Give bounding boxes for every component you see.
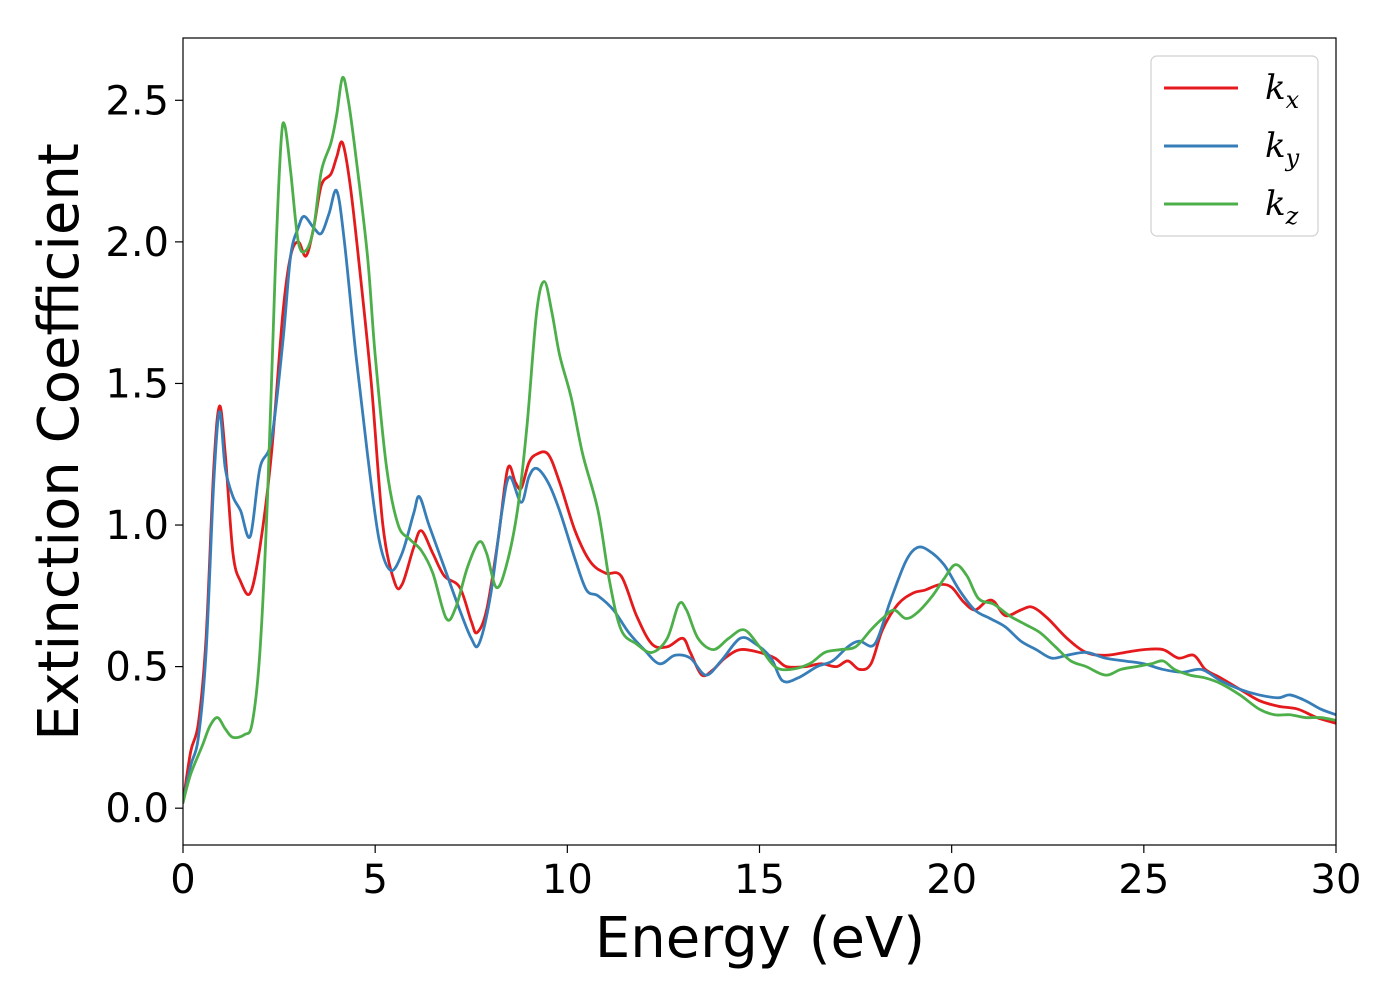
y-tick-label: 1.5 [105,361,169,407]
x-tick-label: 10 [542,857,593,903]
series-line-z [183,75,1336,804]
legend-label-base: k [1265,126,1286,166]
x-tick-label: 30 [1311,857,1362,903]
legend-label-z: kz [1265,184,1299,230]
y-axis-ticks: 0.0 0.5 1.0 1.5 2.0 2.5 [105,78,183,832]
y-tick-label: 2.5 [105,78,169,124]
legend-label-subscript: x [1286,86,1300,114]
legend-label-base: k [1265,184,1286,224]
legend-label-subscript: z [1285,202,1299,230]
x-tick-label: 25 [1118,857,1169,903]
x-axis-ticks: 0 5 10 15 20 25 30 [170,845,1361,903]
legend-label-x: kx [1265,68,1300,114]
y-tick-label: 0.5 [105,645,169,691]
x-tick-label: 5 [362,857,387,903]
x-tick-label: 15 [734,857,785,903]
y-tick-label: 2.0 [105,220,169,266]
x-tick-label: 20 [926,857,977,903]
plot-area [182,37,1337,846]
y-tick-label: 0.0 [105,786,169,832]
x-tick-label: 0 [170,857,195,903]
legend-label-y: ky [1265,126,1300,172]
x-axis-label: Energy (eV) [595,906,925,971]
legend-label-base: k [1265,68,1286,108]
y-tick-label: 1.0 [105,503,169,549]
y-axis-label: Extinction Coefficient [27,143,92,741]
legend-label-subscript: y [1285,144,1300,172]
